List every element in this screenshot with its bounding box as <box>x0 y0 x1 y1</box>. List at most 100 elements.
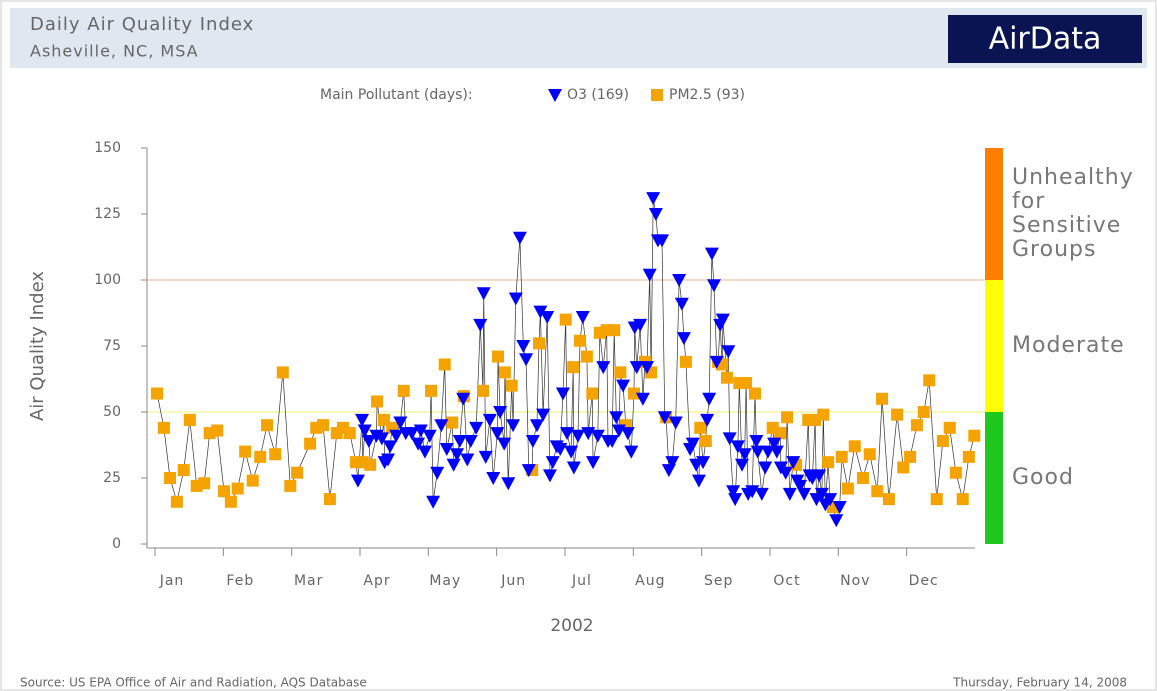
point <box>699 435 712 448</box>
point <box>655 234 670 248</box>
point <box>521 464 536 478</box>
point <box>317 419 330 432</box>
point <box>350 474 365 488</box>
point <box>411 437 426 451</box>
point <box>357 424 372 438</box>
point <box>343 427 356 440</box>
x-tick-label: Feb <box>226 573 254 589</box>
point <box>239 445 252 458</box>
point <box>473 318 488 332</box>
point <box>823 493 838 507</box>
point <box>492 350 505 363</box>
point <box>261 419 274 432</box>
point <box>381 453 396 467</box>
point <box>608 324 621 337</box>
point <box>417 445 432 459</box>
point <box>224 495 237 508</box>
point <box>629 361 644 375</box>
point <box>642 268 657 282</box>
x-tick-label: Nov <box>840 573 870 589</box>
point <box>812 469 827 483</box>
legend-label: PM2.5 (93) <box>669 87 745 103</box>
point <box>493 406 508 419</box>
point <box>822 456 835 469</box>
point <box>559 313 572 326</box>
point <box>525 435 540 449</box>
point <box>198 477 211 490</box>
point <box>508 292 523 306</box>
point <box>506 419 521 433</box>
point <box>715 313 730 327</box>
x-tick-label: May <box>429 573 461 589</box>
point <box>863 448 876 461</box>
point <box>730 440 745 454</box>
y-axis-label: Air Quality Index <box>27 271 48 421</box>
point <box>177 464 190 477</box>
point <box>734 458 749 472</box>
y-tick-label: 0 <box>112 536 121 552</box>
point <box>439 442 454 456</box>
point <box>694 421 707 434</box>
point <box>722 432 737 446</box>
point <box>624 445 639 459</box>
x-tick-label: Sep <box>704 573 733 589</box>
point <box>446 458 461 472</box>
point <box>620 427 635 441</box>
title: Daily Air Quality Index <box>30 14 254 35</box>
point <box>685 437 700 451</box>
point <box>497 437 512 451</box>
point <box>778 466 793 480</box>
legend-marker <box>651 89 664 101</box>
point <box>605 435 620 449</box>
point <box>355 413 370 427</box>
point <box>284 479 297 492</box>
point <box>635 392 650 406</box>
band-label-box: Unhealthy for Sensitive Groups <box>1012 166 1133 262</box>
point <box>628 387 641 400</box>
point <box>542 469 557 483</box>
point <box>404 427 419 441</box>
point <box>754 487 769 501</box>
point <box>721 345 736 359</box>
point <box>566 461 581 475</box>
point <box>706 279 721 293</box>
point <box>956 493 969 506</box>
point <box>786 456 801 470</box>
point <box>460 453 475 467</box>
point <box>533 305 548 319</box>
point <box>646 192 661 206</box>
point <box>246 474 259 487</box>
point <box>668 416 683 430</box>
legend-marker <box>548 89 562 102</box>
point <box>797 487 812 501</box>
point <box>750 445 765 459</box>
point <box>512 231 527 245</box>
point <box>533 337 546 350</box>
logo-box <box>948 15 1142 63</box>
point <box>871 485 884 498</box>
point <box>590 429 605 443</box>
point <box>674 297 689 311</box>
point <box>904 450 917 463</box>
x-tick-label: Apr <box>363 573 390 589</box>
point <box>665 456 680 470</box>
point <box>767 437 782 451</box>
point <box>609 411 624 425</box>
subtitle: Asheville, NC, MSA <box>30 42 199 61</box>
point <box>949 466 962 479</box>
point <box>291 466 304 479</box>
band <box>985 280 1003 412</box>
point <box>774 427 787 440</box>
point <box>930 493 943 506</box>
band-label-box: Good <box>1012 466 1074 490</box>
y-tick-label: 100 <box>94 272 121 288</box>
point <box>672 274 687 287</box>
x-tick-label: Oct <box>773 573 800 589</box>
x-tick-label: Jul <box>571 573 592 589</box>
point <box>726 485 741 499</box>
point <box>529 419 544 433</box>
point <box>456 392 471 406</box>
point <box>157 421 170 434</box>
band-label: Good <box>1012 466 1074 490</box>
point <box>505 379 518 392</box>
